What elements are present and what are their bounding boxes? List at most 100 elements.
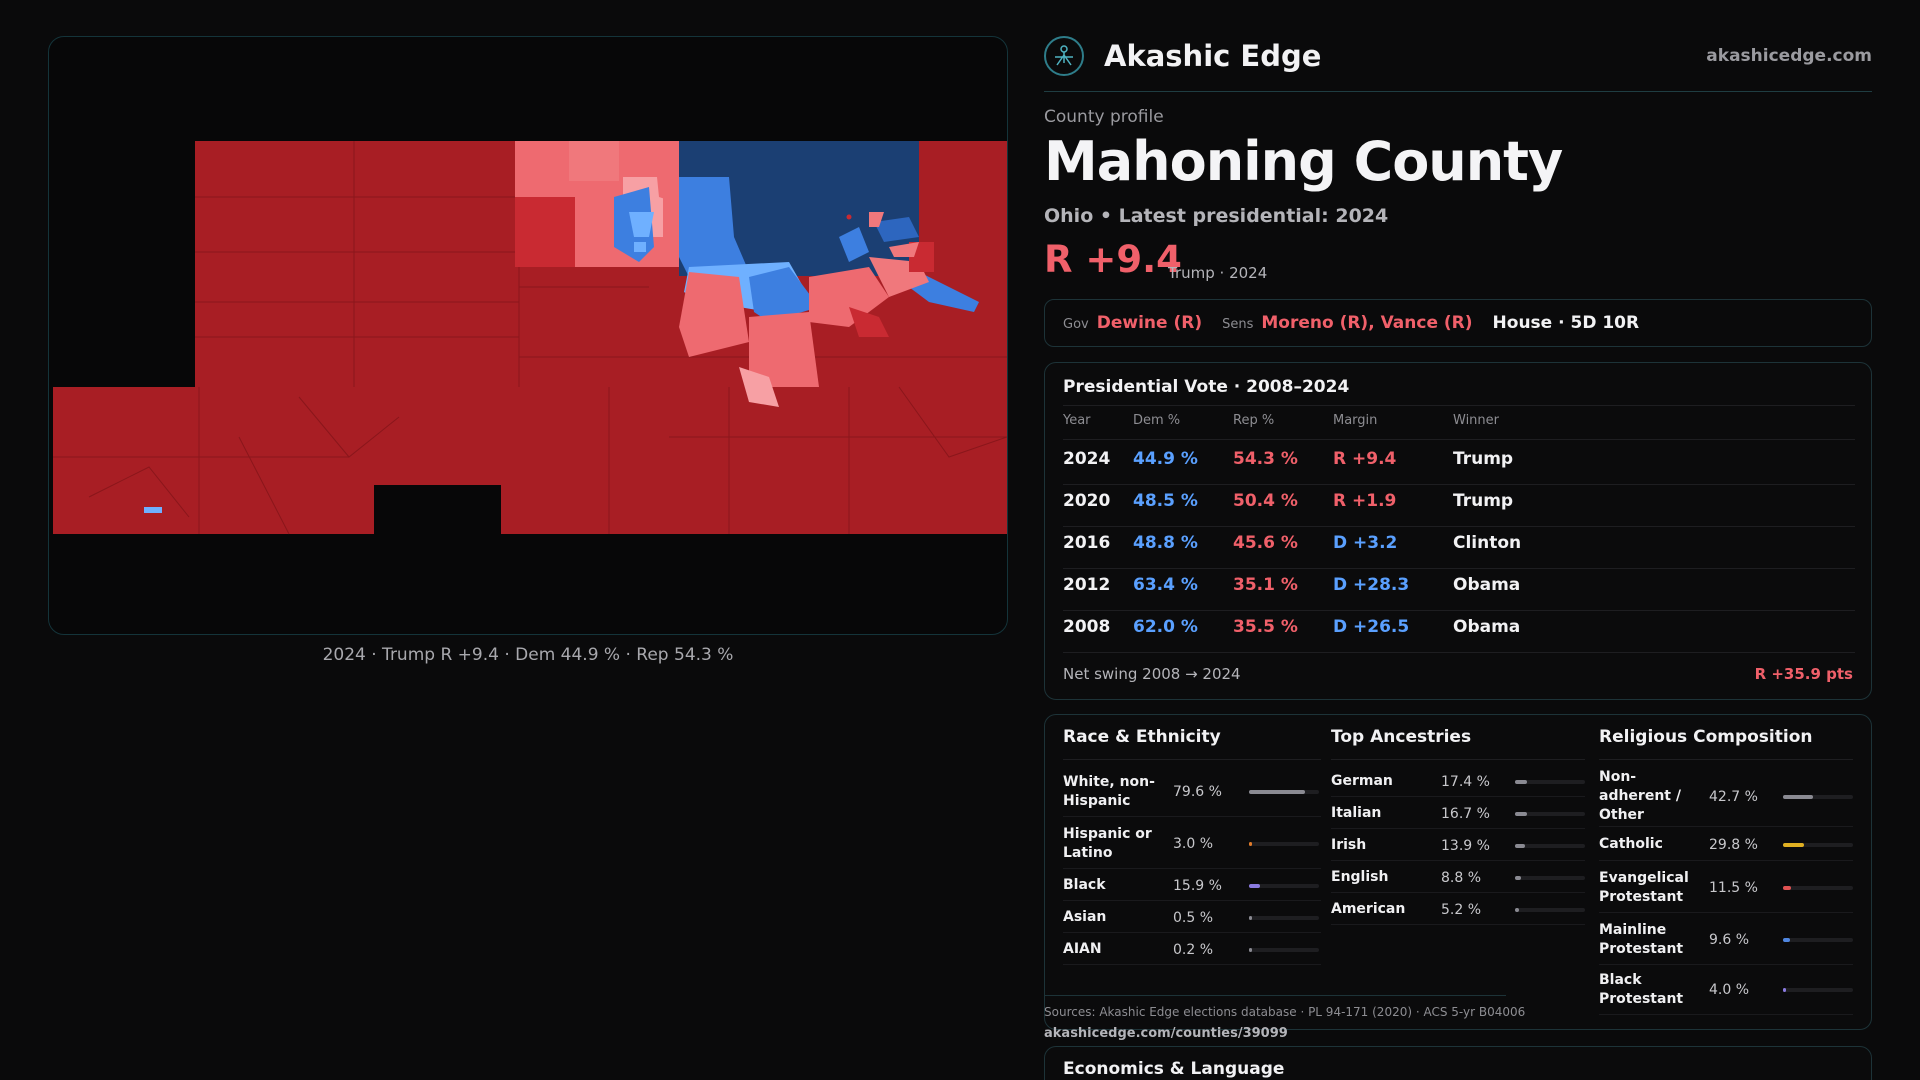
row-dem-pct: 48.8 % bbox=[1133, 533, 1198, 553]
col-header-rep: Rep % bbox=[1233, 413, 1275, 428]
race-pct: 0.5 % bbox=[1173, 909, 1214, 926]
religion-row: Mainline Protestant 9.6 % bbox=[1599, 915, 1853, 965]
ancestry-bar-fill bbox=[1515, 907, 1519, 912]
religion-bar bbox=[1783, 987, 1853, 992]
ancestry-title: Top Ancestries bbox=[1331, 727, 1472, 747]
race-bar-fill bbox=[1249, 841, 1252, 846]
table-row-divider bbox=[1063, 484, 1855, 485]
race-bar bbox=[1249, 883, 1319, 888]
race-bar bbox=[1249, 841, 1319, 846]
race-bar bbox=[1249, 915, 1319, 920]
net-swing-label: Net swing 2008 → 2024 bbox=[1063, 665, 1241, 683]
row-winner: Trump bbox=[1453, 449, 1514, 469]
row-margin: D +26.5 bbox=[1333, 617, 1410, 637]
row-year: 2012 bbox=[1063, 575, 1111, 595]
race-title: Race & Ethnicity bbox=[1063, 727, 1221, 747]
ancestry-row: Irish 13.9 % bbox=[1331, 831, 1585, 861]
house-delegation: House · 5D 10R bbox=[1492, 313, 1640, 333]
table-row-divider bbox=[1063, 610, 1855, 611]
religion-pct: 42.7 % bbox=[1709, 788, 1758, 805]
presidential-vote-card: Presidential Vote · 2008–2024 Year Dem %… bbox=[1044, 362, 1872, 700]
row-year: 2024 bbox=[1063, 449, 1111, 469]
race-bar-fill bbox=[1249, 947, 1252, 952]
ancestry-row: English 8.8 % bbox=[1331, 863, 1585, 893]
table-row-divider bbox=[1063, 652, 1855, 653]
economics-title: Economics & Language bbox=[1063, 1059, 1285, 1079]
religion-name: Non-adherent / Other bbox=[1599, 769, 1681, 823]
race-name: Asian bbox=[1063, 909, 1107, 925]
map-caption: 2024 · Trump R +9.4 · Dem 44.9 % · Rep 5… bbox=[322, 645, 734, 665]
divider bbox=[1044, 91, 1872, 92]
row-winner: Obama bbox=[1453, 575, 1521, 595]
brand-url-link[interactable]: akashicedge.com bbox=[1706, 46, 1872, 66]
akashic-logo-icon[interactable] bbox=[1044, 36, 1084, 76]
ancestry-bar bbox=[1515, 779, 1585, 784]
ancestry-pct: 8.8 % bbox=[1441, 869, 1482, 886]
race-pct: 79.6 % bbox=[1173, 783, 1222, 800]
divider bbox=[1599, 759, 1853, 760]
religion-bar-fill bbox=[1783, 794, 1813, 799]
ancestry-row: German 17.4 % bbox=[1331, 767, 1585, 797]
row-rep-pct: 35.5 % bbox=[1233, 617, 1298, 637]
race-row: Asian 0.5 % bbox=[1063, 903, 1321, 933]
race-row: White, non-Hispanic 79.6 % bbox=[1063, 767, 1321, 817]
presidential-vote-title: Presidential Vote · 2008–2024 bbox=[1063, 377, 1350, 397]
religion-row: Catholic 29.8 % bbox=[1599, 829, 1853, 861]
county-url-link[interactable]: akashicedge.com/counties/39099 bbox=[1044, 1026, 1288, 1041]
ancestry-bar bbox=[1515, 907, 1585, 912]
religion-bar-fill bbox=[1783, 842, 1804, 847]
col-header-winner: Winner bbox=[1453, 413, 1500, 428]
race-bar-fill bbox=[1249, 883, 1261, 888]
ancestry-pct: 17.4 % bbox=[1441, 773, 1490, 790]
brand-name[interactable]: Akashic Edge bbox=[1104, 39, 1322, 73]
ancestry-name: Irish bbox=[1331, 837, 1367, 853]
row-margin: D +3.2 bbox=[1333, 533, 1398, 553]
row-dem-pct: 63.4 % bbox=[1133, 575, 1198, 595]
ancestry-name: English bbox=[1331, 869, 1389, 885]
ancestry-row: American 5.2 % bbox=[1331, 895, 1585, 925]
demographics-card: Race & Ethnicity Top Ancestries Religiou… bbox=[1044, 714, 1872, 1030]
ancestry-bar-fill bbox=[1515, 779, 1528, 784]
row-dem-pct: 44.9 % bbox=[1133, 449, 1198, 469]
religion-pct: 11.5 % bbox=[1709, 879, 1758, 896]
economics-card[interactable]: Economics & Language bbox=[1044, 1046, 1872, 1080]
race-bar bbox=[1249, 947, 1319, 952]
county-precinct-map[interactable] bbox=[48, 36, 1008, 635]
profile-subtitle: Ohio • Latest presidential: 2024 bbox=[1044, 205, 1389, 227]
race-name: Black bbox=[1063, 877, 1106, 893]
ancestry-name: Italian bbox=[1331, 805, 1382, 821]
religion-row: Black Protestant 4.0 % bbox=[1599, 965, 1853, 1015]
urban-precincts bbox=[144, 141, 979, 513]
ancestry-pct: 16.7 % bbox=[1441, 805, 1490, 822]
sources-note: Sources: Akashic Edge elections database… bbox=[1044, 1005, 1526, 1019]
religion-bar bbox=[1783, 842, 1853, 847]
divider bbox=[1063, 439, 1855, 440]
row-margin: R +1.9 bbox=[1333, 491, 1397, 511]
religion-name: Evangelical Protestant bbox=[1599, 869, 1689, 905]
profile-eyebrow: County profile bbox=[1044, 107, 1164, 127]
religion-row: Non-adherent / Other 42.7 % bbox=[1599, 767, 1853, 827]
senators-value: Moreno (R), Vance (R) bbox=[1261, 313, 1473, 333]
race-pct: 3.0 % bbox=[1173, 835, 1214, 852]
divider bbox=[1063, 759, 1321, 760]
race-row: Hispanic or Latino 3.0 % bbox=[1063, 819, 1321, 869]
ancestry-row: Italian 16.7 % bbox=[1331, 799, 1585, 829]
row-dem-pct: 62.0 % bbox=[1133, 617, 1198, 637]
row-rep-pct: 50.4 % bbox=[1233, 491, 1298, 511]
religion-bar bbox=[1783, 937, 1853, 942]
row-winner: Obama bbox=[1453, 617, 1521, 637]
row-winner: Trump bbox=[1453, 491, 1514, 511]
sens-label: Sens bbox=[1222, 317, 1254, 332]
race-name: AIAN bbox=[1063, 941, 1102, 957]
religion-name: Black Protestant bbox=[1599, 971, 1684, 1007]
race-row: Black 15.9 % bbox=[1063, 871, 1321, 901]
race-bar-fill bbox=[1249, 915, 1252, 920]
religion-bar bbox=[1783, 885, 1853, 890]
religion-row: Evangelical Protestant 11.5 % bbox=[1599, 863, 1853, 913]
row-rep-pct: 45.6 % bbox=[1233, 533, 1298, 553]
row-margin: R +9.4 bbox=[1333, 449, 1397, 469]
net-swing-value: R +35.9 pts bbox=[1754, 665, 1853, 683]
ancestry-name: American bbox=[1331, 901, 1406, 917]
gov-label: Gov bbox=[1063, 317, 1089, 332]
race-bar bbox=[1249, 789, 1319, 794]
